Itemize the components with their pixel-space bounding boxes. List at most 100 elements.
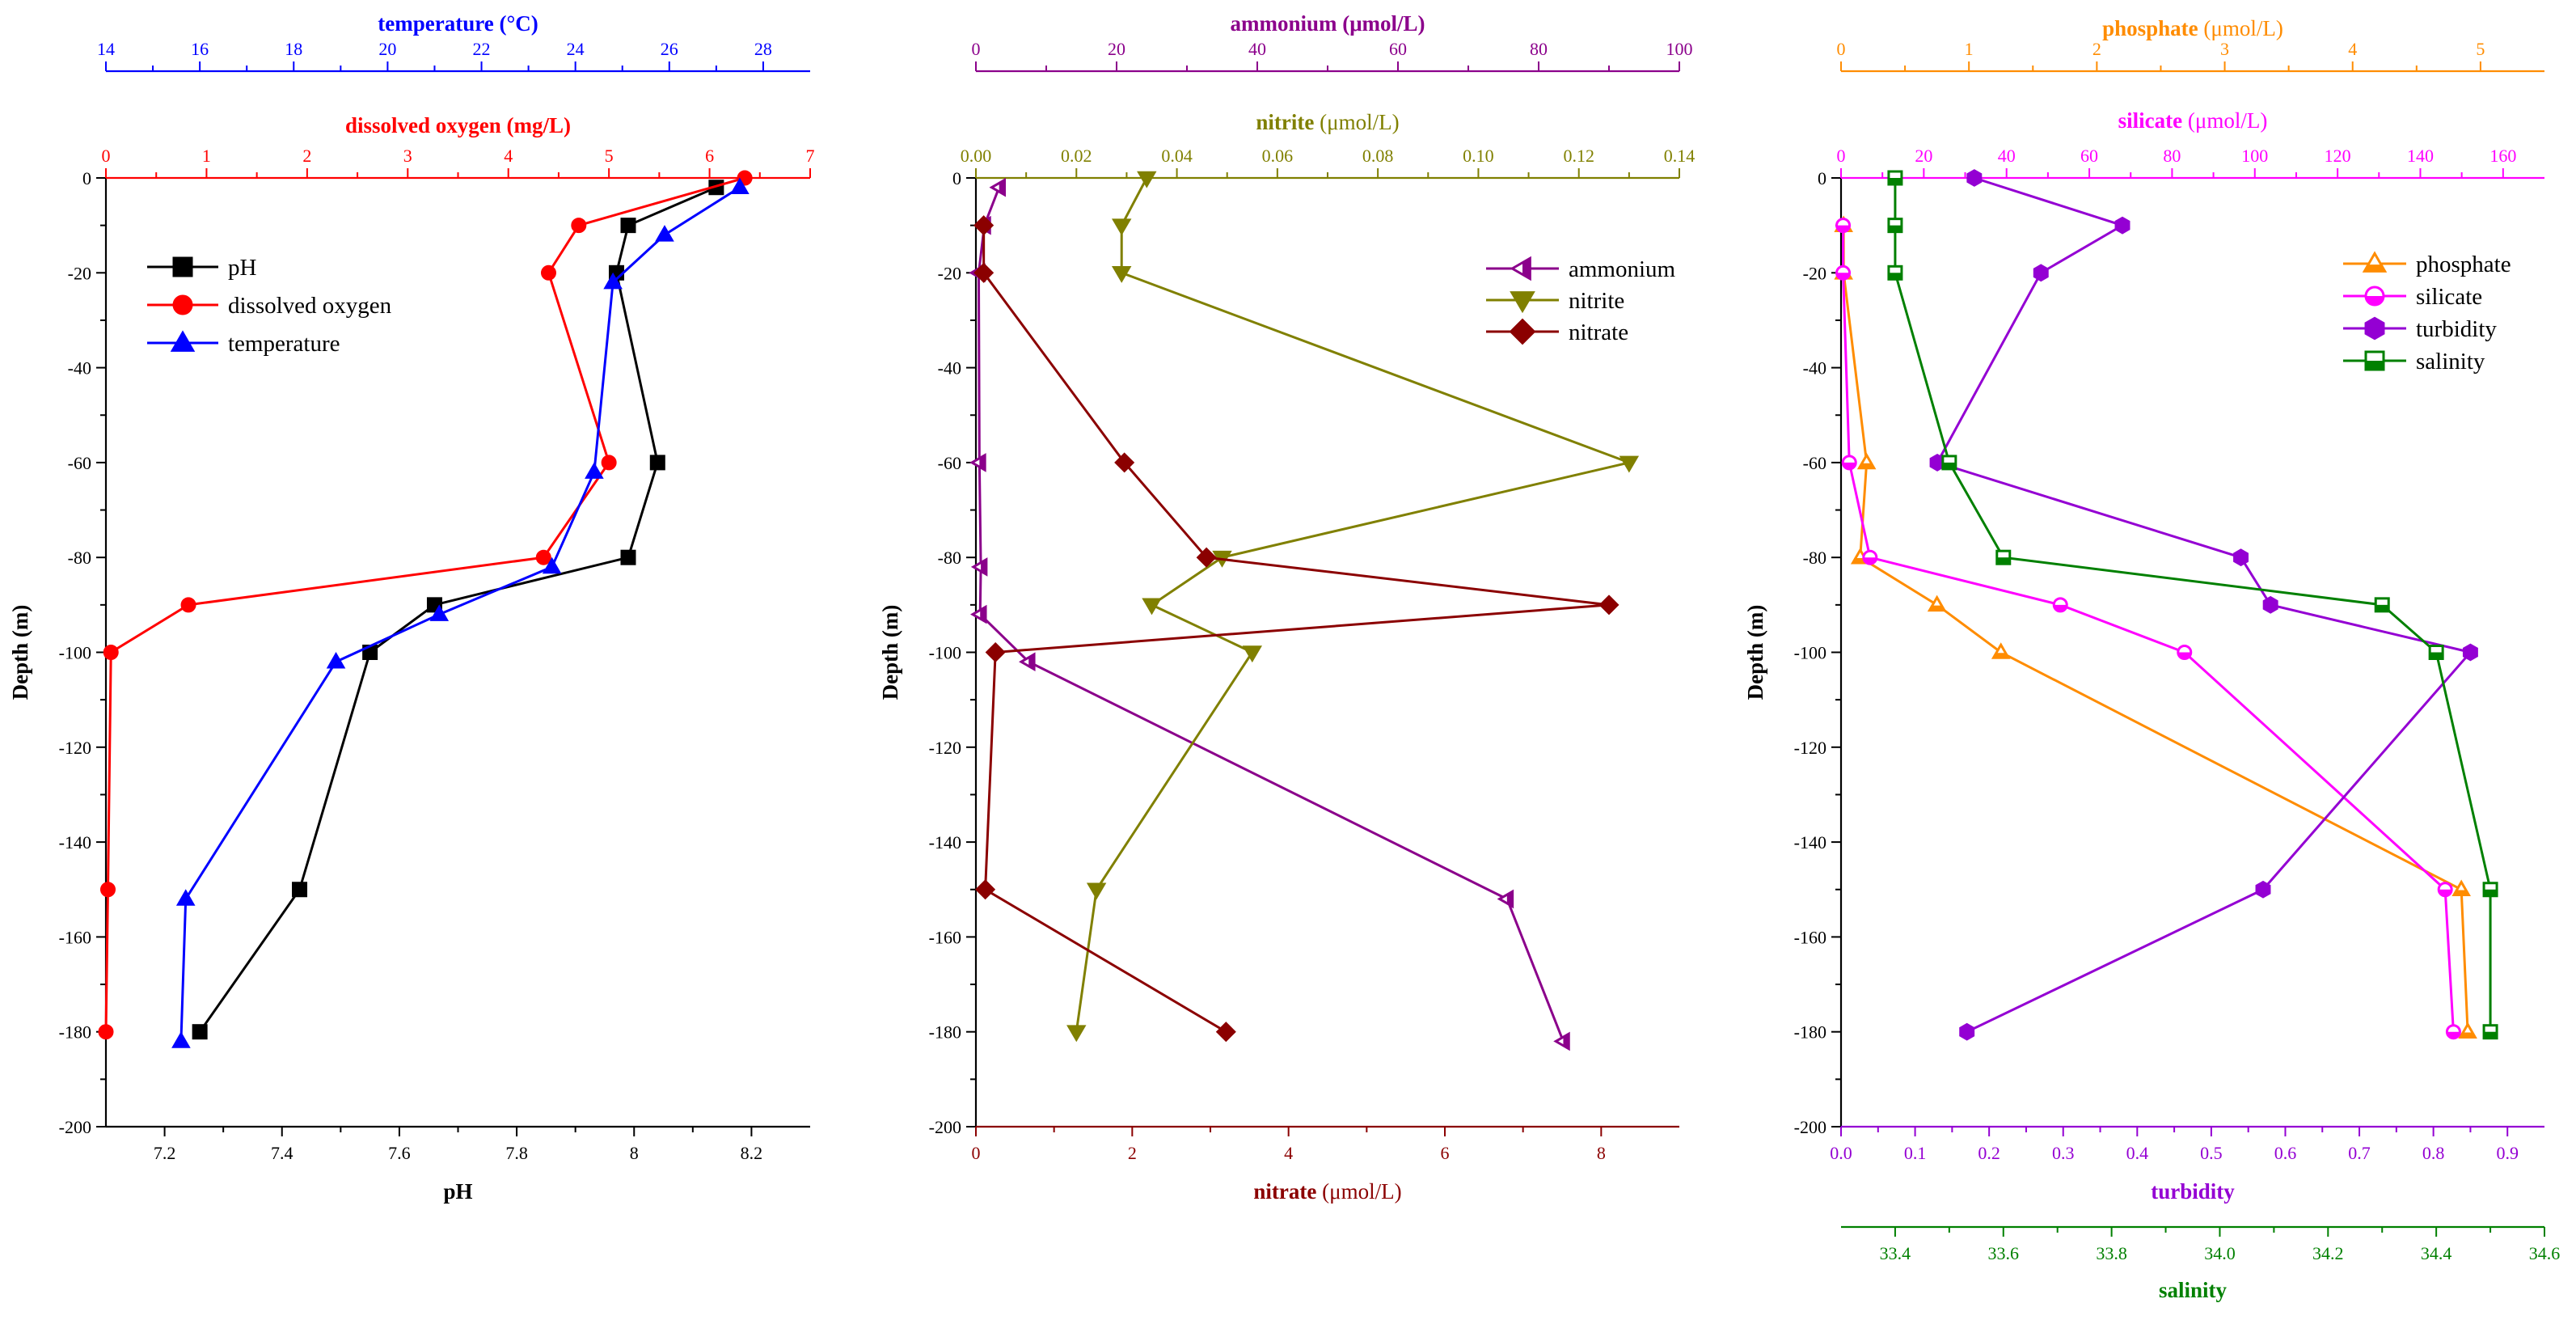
series-nitrate-point bbox=[975, 879, 996, 900]
series-dissolved-oxygen-point bbox=[540, 264, 556, 281]
legend-label-nitrite: nitrite bbox=[1569, 288, 1624, 314]
series-temperature-point bbox=[730, 177, 750, 195]
axis-do-tick-label: 5 bbox=[605, 146, 614, 166]
axis-turbidity-tick-label: 0.1 bbox=[1904, 1143, 1927, 1163]
series-turbidity-point bbox=[2255, 880, 2271, 899]
depth-tick-label: -40 bbox=[938, 358, 961, 379]
axis-nitrite-tick-label: 0.12 bbox=[1563, 146, 1594, 166]
depth-tick-label: -100 bbox=[929, 643, 961, 663]
series-salinity-point-half bbox=[2484, 1031, 2498, 1039]
axis-silicate-title: silicate (μmol/L) bbox=[2118, 108, 2268, 133]
series-phosphate-line bbox=[1842, 225, 2469, 1032]
legend-marker-phosphate-half bbox=[2364, 264, 2385, 272]
axis-temp: 14 16 18 20 22 24 26 28 temperature (°C) bbox=[97, 11, 810, 73]
axis-phosphate-tick-label: 1 bbox=[1965, 39, 1974, 59]
series-ph-point bbox=[292, 882, 308, 898]
series-temperature-point bbox=[429, 604, 450, 621]
axis-turbidity-tick-label: 0.9 bbox=[2496, 1143, 2519, 1163]
depth-tick-label: -200 bbox=[1794, 1117, 1826, 1137]
series-turbidity-point bbox=[2114, 216, 2130, 235]
axis-nitrite-tick-label: 0.00 bbox=[961, 146, 992, 166]
axis-phosphate-tick-label: 3 bbox=[2220, 39, 2229, 59]
axis-nitrate: 0 2 4 6 8 nitrate (μmol/L) bbox=[972, 1125, 1679, 1204]
axis-phosphate-title-unit: (μmol/L) bbox=[2198, 16, 2283, 40]
axis-do-title-name: dissolved oxygen (mg/L) bbox=[345, 113, 571, 138]
series-turbidity-point bbox=[2033, 264, 2049, 282]
legend-label-turbidity: turbidity bbox=[2416, 316, 2497, 342]
series-nitrite-point bbox=[1066, 1025, 1087, 1043]
legend-marker-dissolved-oxygen bbox=[172, 294, 193, 315]
axis-nitrate-title: nitrate (μmol/L) bbox=[1253, 1179, 1401, 1204]
axis-silicate-tick-label: 0 bbox=[1837, 146, 1846, 166]
series-temperature-point bbox=[585, 462, 604, 479]
series-temperature bbox=[171, 177, 750, 1048]
axis-nitrite-tick-label: 0.08 bbox=[1362, 146, 1394, 166]
depth-tick-label: -60 bbox=[68, 453, 91, 473]
series-phosphate-point-half bbox=[1993, 653, 2008, 658]
axis-turbidity-tick-label: 0.3 bbox=[2052, 1143, 2075, 1163]
axis-nitrate-tick-label: 0 bbox=[972, 1143, 981, 1163]
series-silicate-point-half bbox=[2054, 604, 2067, 611]
axis-phosphate-tick-label: 2 bbox=[2092, 39, 2101, 59]
series-dissolved-oxygen-point bbox=[601, 455, 617, 471]
axis-temp-tick-label: 20 bbox=[378, 39, 396, 59]
series-salinity-point-half bbox=[2430, 652, 2443, 659]
legend-label-dissolved-oxygen: dissolved oxygen bbox=[228, 293, 392, 319]
panel-other: 0 -20 -40 -60 -80 -100 -120 -140 -160 -180 -200 Dep… bbox=[1743, 16, 2560, 1302]
depth-tick-label: -80 bbox=[1803, 548, 1826, 568]
axis-silicate-tick-label: 140 bbox=[2407, 146, 2434, 166]
series-phosphate-point-half bbox=[2460, 1032, 2476, 1038]
depth-tick-label: -200 bbox=[59, 1117, 91, 1137]
axis-do-title: dissolved oxygen (mg/L) bbox=[345, 113, 571, 138]
legend-marker-salinity-half bbox=[2366, 361, 2384, 370]
series-nitrate bbox=[973, 215, 1620, 1043]
series-salinity-point-half bbox=[2375, 604, 2389, 611]
axis-turbidity-tick-label: 0.4 bbox=[2126, 1143, 2149, 1163]
axis-ammonium-title-name: ammonium (μmol/L) bbox=[1230, 11, 1425, 36]
series-nitrite-point bbox=[1137, 171, 1157, 188]
axis-turbidity: 0.0 0.1 0.2 0.3 0.4 0.5 0.6 0.7 0.8 0.9 turbidity bbox=[1830, 1125, 2544, 1204]
series-dissolved-oxygen-point bbox=[535, 549, 551, 565]
depth-tick-label: 0 bbox=[82, 168, 91, 188]
axis-salinity-tick-label: 34.4 bbox=[2421, 1243, 2452, 1263]
legend: phosphate silicate turbidity salinity bbox=[2343, 251, 2511, 374]
series-salinity-point-half bbox=[1888, 178, 1902, 184]
panels: 0-20-40-60-80-100-120-140-160-180-200Dep… bbox=[8, 11, 2560, 1302]
legend-label-ammonium: ammonium bbox=[1569, 256, 1676, 282]
axis-ammonium-title: ammonium (μmol/L) bbox=[1230, 11, 1425, 36]
axis-do-tick-label: 6 bbox=[705, 146, 714, 166]
axis-ph: 7.2 7.4 7.6 7.8 8 8.2 pH bbox=[106, 1125, 810, 1204]
axis-do: 0 1 2 3 4 5 6 7 dissolved oxygen (mg/L) bbox=[102, 113, 815, 180]
series-salinity-point-half bbox=[1942, 462, 1956, 469]
legend-marker-silicate-half bbox=[2366, 296, 2384, 305]
series-nitrate-point bbox=[973, 262, 995, 283]
series-phosphate-point-half bbox=[1859, 463, 1874, 468]
axis-temp-tick-label: 26 bbox=[661, 39, 678, 59]
series-silicate-point-half bbox=[1863, 557, 1877, 565]
axis-nitrate-title-name: nitrate bbox=[1253, 1179, 1316, 1204]
series-turbidity-point bbox=[1959, 1022, 1975, 1041]
axis-do-tick-label: 0 bbox=[102, 146, 111, 166]
series-salinity-point-half bbox=[1888, 225, 1902, 232]
series-ph-point bbox=[649, 455, 665, 471]
depth-tick-label: -20 bbox=[1803, 263, 1826, 283]
legend-marker-turbidity bbox=[2364, 316, 2385, 341]
legend-marker-ammonium-half bbox=[1522, 258, 1531, 279]
series-silicate-point-half bbox=[2439, 889, 2452, 896]
series-temperature-point bbox=[655, 225, 674, 242]
axis-nitrite-tick-label: 0.04 bbox=[1161, 146, 1193, 166]
axis-nitrite-tick-label: 0.06 bbox=[1262, 146, 1294, 166]
series-silicate-line bbox=[1842, 225, 2455, 1032]
depth-tick-label: -120 bbox=[929, 738, 961, 758]
series-silicate-point-half bbox=[1836, 225, 1850, 232]
series-ph-point bbox=[620, 218, 636, 234]
series-turbidity-point bbox=[2462, 643, 2478, 662]
depth-tick-label: -20 bbox=[68, 263, 91, 283]
depth-tick-label: -160 bbox=[929, 927, 961, 947]
legend-marker-temperature bbox=[170, 330, 196, 352]
legend: ammonium nitrite nitrate bbox=[1486, 256, 1676, 345]
series-nitrate-point bbox=[1215, 1022, 1236, 1043]
axis-ammonium-tick-label: 20 bbox=[1108, 39, 1125, 59]
